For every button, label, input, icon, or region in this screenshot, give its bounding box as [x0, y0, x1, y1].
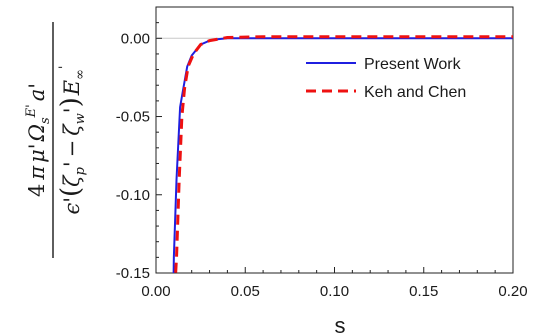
y-tick-label: -0.10 — [116, 187, 150, 204]
y-tick-label: -0.05 — [116, 109, 150, 126]
x-tick-label: 0.15 — [409, 283, 438, 300]
series-line-1 — [172, 37, 513, 273]
x-tick-label: 0.20 — [498, 283, 527, 300]
y-tick-label: -0.15 — [116, 265, 150, 282]
series-layer — [172, 35, 513, 273]
plot-frame — [155, 6, 514, 274]
x-tick-label: 0.10 — [320, 283, 349, 300]
x-axis-title: s — [335, 313, 346, 336]
legend-label: Present Work — [364, 56, 462, 73]
y-axis-title-denominator: ϵ'(ζp'−ζw')E∞' — [56, 65, 88, 214]
y-tick-label: 0.00 — [121, 30, 150, 47]
x-tick-label: 0.05 — [231, 283, 260, 300]
axis-ticks: 0.00 0.05 0.10 0.15 0.20 0.00 -0.05 -0.10 -0.15 — [116, 22, 528, 300]
legend-label: Keh and Chen — [364, 84, 466, 101]
legend: Present Work Keh and Chen — [306, 56, 466, 101]
x-tick-label: 0.00 — [141, 283, 170, 300]
series-line-2 — [174, 35, 513, 273]
y-axis-title-numerator: 4πμ'ΩsE'a' — [24, 83, 53, 197]
y-axis-title: 4πμ'ΩsE'a' ϵ'(ζp'−ζw')E∞' — [24, 22, 88, 258]
